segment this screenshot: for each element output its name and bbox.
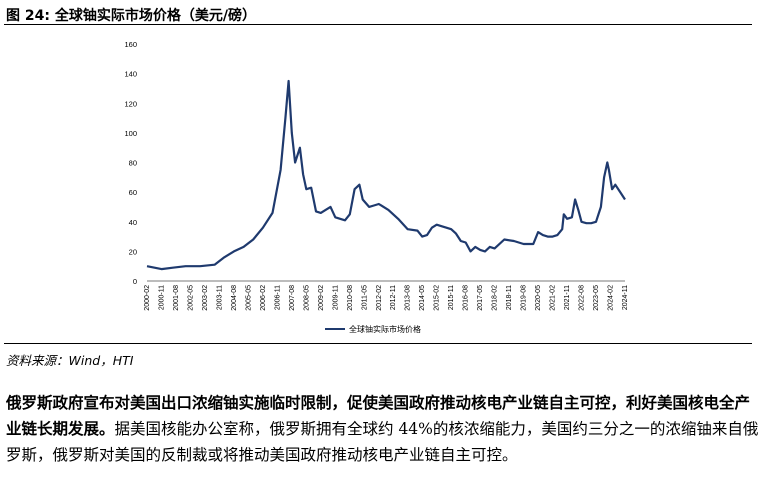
x-tick-label: 2017-05 [477, 285, 484, 311]
x-tick-label: 2006-02 [260, 285, 267, 311]
x-tick-label: 2012-02 [376, 285, 383, 311]
y-tick-label: 140 [124, 70, 137, 79]
x-tick-label: 2020-05 [535, 285, 542, 311]
x-tick-label: 2008-05 [303, 285, 310, 311]
price-series-line [146, 79, 626, 271]
y-tick-label: 120 [124, 99, 137, 108]
body-paragraph: 俄罗斯政府宣布对美国出口浓缩铀实施临时限制，促使美国政府推动核电产业链自主可控，… [6, 390, 764, 468]
x-tick-label: 2021-02 [550, 285, 557, 311]
x-tick-label: 2013-08 [405, 285, 412, 311]
y-tick-label: 20 [129, 247, 137, 256]
y-tick-label: 80 [129, 159, 137, 168]
x-tick-label: 2003-11 [216, 285, 223, 310]
x-tick-label: 2024-11 [622, 285, 629, 310]
x-tick-label: 2018-02 [492, 285, 499, 311]
x-tick-label: 2018-11 [506, 285, 513, 310]
legend-label: 全球铀实际市场价格 [349, 324, 421, 334]
uranium-price-chart: 0 20 40 60 80 100 120 140 160 2000-02 2000-11 2001… [124, 40, 629, 334]
x-tick-label: 2014-05 [419, 285, 426, 311]
y-tick-label: 40 [129, 218, 137, 227]
x-tick-label: 2004-08 [231, 285, 238, 311]
paragraph-bold-text: 俄罗斯政府宣布对美国出口浓缩铀实施临时限制，促使美国政府推动核电产业链自主可控，… [6, 394, 751, 438]
y-tick-label: 160 [124, 40, 137, 49]
y-axis: 0 20 40 60 80 100 120 140 160 [124, 40, 137, 286]
x-tick-label: 2022-08 [579, 285, 586, 311]
x-tick-label: 2006-11 [274, 285, 281, 310]
x-tick-label: 2007-08 [289, 285, 296, 311]
y-tick-label: 0 [133, 277, 137, 286]
x-tick-label: 2019-08 [521, 285, 528, 311]
x-axis: 2000-02 2000-11 2001-08 2002-05 2003-02 2003-… [144, 280, 629, 311]
x-tick-label: 2009-02 [318, 285, 325, 311]
figure-source: 资料来源：Wind，HTI [6, 353, 134, 368]
x-tick-label: 2024-02 [608, 285, 615, 311]
figure-title: 图 24: 全球铀实际市场价格（美元/磅） [6, 8, 256, 24]
plot-area [146, 79, 626, 271]
x-tick-label: 2003-02 [202, 285, 209, 311]
y-tick-label: 60 [129, 188, 137, 197]
title-rule [4, 24, 752, 25]
x-tick-label: 2000-02 [144, 285, 151, 311]
x-tick-label: 2009-11 [332, 285, 339, 310]
x-tick-label: 2010-08 [347, 285, 354, 311]
x-tick-label: 2021-11 [564, 285, 571, 310]
x-tick-label: 2015-02 [434, 285, 441, 311]
x-tick-label: 2000-11 [158, 285, 165, 310]
legend: 全球铀实际市场价格 [325, 324, 421, 334]
x-tick-label: 2015-11 [448, 285, 455, 310]
paragraph-text: 据美国核能办公室称，俄罗斯拥有全球约 44%的核浓缩能力，美国约三分之一的浓缩铀… [6, 420, 759, 464]
x-tick-label: 2016-08 [463, 285, 470, 311]
x-tick-label: 2012-11 [390, 285, 397, 310]
x-tick-label: 2001-08 [173, 285, 180, 311]
y-tick-label: 100 [124, 129, 137, 138]
x-tick-label: 2023-05 [593, 285, 600, 311]
x-tick-label: 2005-05 [245, 285, 252, 311]
x-tick-label: 2002-05 [187, 285, 194, 311]
x-tick-label: 2011-05 [361, 285, 368, 310]
source-rule [4, 343, 752, 344]
